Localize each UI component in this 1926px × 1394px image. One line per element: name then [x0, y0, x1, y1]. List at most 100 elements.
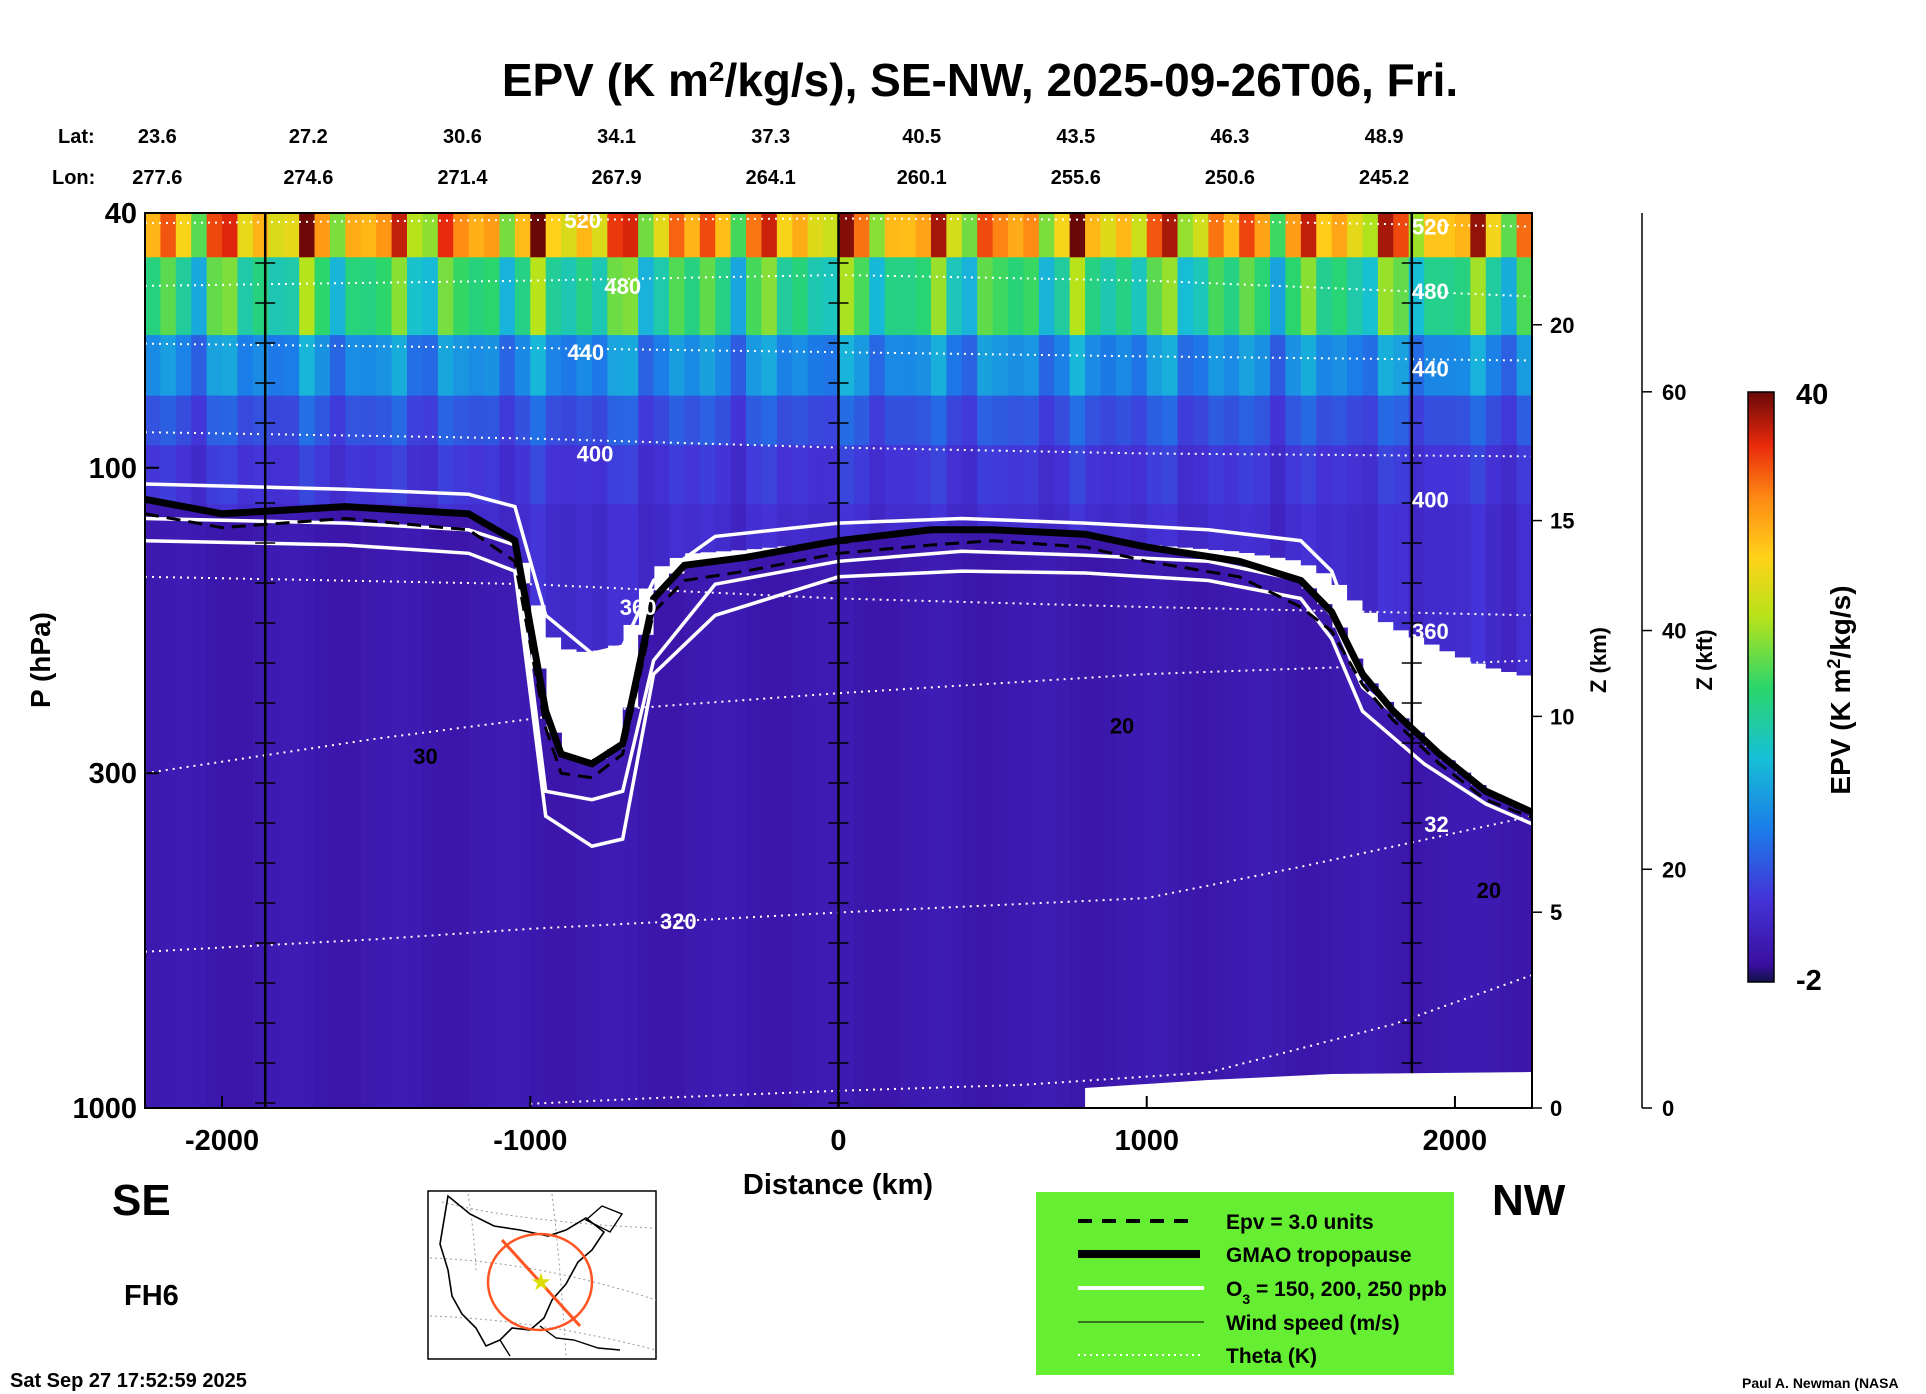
epv-cell [1454, 445, 1472, 506]
epv-cell [1501, 395, 1518, 446]
epv-cell [1223, 445, 1240, 506]
epv-cell [607, 213, 624, 259]
epv-cell [900, 335, 917, 397]
epv-cell [576, 445, 593, 506]
colorbar-max-label: 40 [1796, 379, 1828, 411]
epv-cell [992, 257, 1009, 336]
epv-cell [992, 445, 1009, 506]
epv-cell [499, 536, 516, 1108]
epv-cell [715, 335, 732, 397]
epv-cell [1424, 335, 1441, 397]
epv-cell [1501, 213, 1518, 259]
lat-row-label: Lat: [58, 126, 95, 148]
epv-cell [1208, 557, 1225, 1108]
epv-cell [1347, 445, 1364, 506]
epv-cell [1254, 257, 1271, 336]
epv-cell [1470, 784, 1487, 1108]
epv-cell [715, 560, 732, 1108]
epv-cell [345, 257, 362, 336]
lon-value: 245.2 [1359, 167, 1409, 189]
epv-cell [1192, 445, 1210, 506]
epv-cell [283, 509, 300, 1108]
epv-cell [1085, 535, 1102, 1108]
epv-cell [160, 445, 177, 505]
svg-text:★: ★ [530, 1268, 552, 1296]
epv-cell [1162, 445, 1179, 506]
epv-cell [1285, 395, 1302, 446]
epv-cell [252, 445, 270, 506]
epv-cell [946, 529, 963, 1108]
epv-cell [622, 445, 639, 506]
epv-cell [1239, 335, 1256, 397]
epv-cell [175, 257, 193, 336]
epv-cell [946, 257, 963, 336]
epv-cell [915, 395, 932, 446]
epv-cell [422, 511, 439, 1108]
epv-cell [761, 395, 778, 446]
epv-cell [1192, 213, 1210, 259]
lat-value: 23.6 [138, 126, 177, 148]
theta-right-label: 480 [1412, 279, 1449, 304]
x-axis-label: Distance (km) [743, 1169, 933, 1201]
epv-cell [607, 445, 624, 506]
epv-cell [484, 213, 501, 259]
epv-cell [329, 445, 347, 506]
epv-cell [160, 257, 177, 336]
y-tick-label: 1000 [72, 1093, 137, 1125]
epv-cell [437, 445, 455, 506]
epv-cell [1393, 213, 1410, 259]
epv-cell [191, 213, 208, 259]
epv-cell [1254, 213, 1271, 259]
epv-cell [622, 335, 639, 397]
epv-cell [1069, 395, 1086, 446]
epv-cell [1485, 504, 1502, 669]
epv-cell [1254, 335, 1271, 397]
epv-cell [175, 506, 193, 1108]
epv-cell [530, 335, 547, 397]
epv-cell [1023, 213, 1040, 259]
epv-cell [915, 445, 932, 506]
legend-label-wind: Wind speed (m/s) [1226, 1312, 1400, 1335]
theta-right-label: 32 [1424, 812, 1448, 837]
lat-value: 40.5 [902, 126, 941, 148]
y-tick-label: 100 [89, 453, 137, 485]
epv-cell [746, 395, 763, 446]
epv-cell [422, 213, 439, 259]
epv-cell [1316, 335, 1333, 397]
epv-cell [638, 634, 655, 1108]
epv-cell [668, 573, 686, 1108]
epv-cell [930, 213, 948, 259]
epv-cell [1038, 504, 1056, 534]
epv-cell [638, 445, 655, 506]
epv-cell [406, 445, 424, 506]
epv-cell [977, 504, 994, 531]
epv-cell [684, 445, 701, 506]
theta-label: 520 [564, 208, 601, 233]
epv-cell [1008, 257, 1025, 336]
epv-cell [1192, 395, 1210, 446]
epv-cell [823, 335, 840, 397]
epv-cell [406, 335, 424, 397]
epv-cell [591, 758, 609, 1108]
epv-cell [453, 504, 470, 515]
lon-value: 274.6 [283, 167, 333, 189]
epv-cell [1270, 395, 1287, 446]
epv-cell [1316, 604, 1333, 1108]
epv-cell [591, 213, 609, 259]
epv-cell [1023, 531, 1040, 1108]
epv-cell [792, 547, 809, 1108]
epv-cell [930, 529, 948, 1108]
epv-cell [1470, 257, 1487, 336]
epv-cell [545, 213, 562, 259]
epv-cell [1270, 335, 1287, 397]
lat-value: 34.1 [597, 126, 636, 148]
epv-cell [299, 508, 316, 1108]
lat-value: 46.3 [1210, 126, 1249, 148]
epv-cell [1054, 213, 1071, 259]
epv-cell [499, 257, 516, 336]
epv-cell [838, 395, 855, 446]
epv-cell [1254, 504, 1271, 556]
epv-cell [1270, 445, 1287, 506]
epv-cell [1285, 335, 1302, 397]
epv-cell [1347, 504, 1364, 601]
